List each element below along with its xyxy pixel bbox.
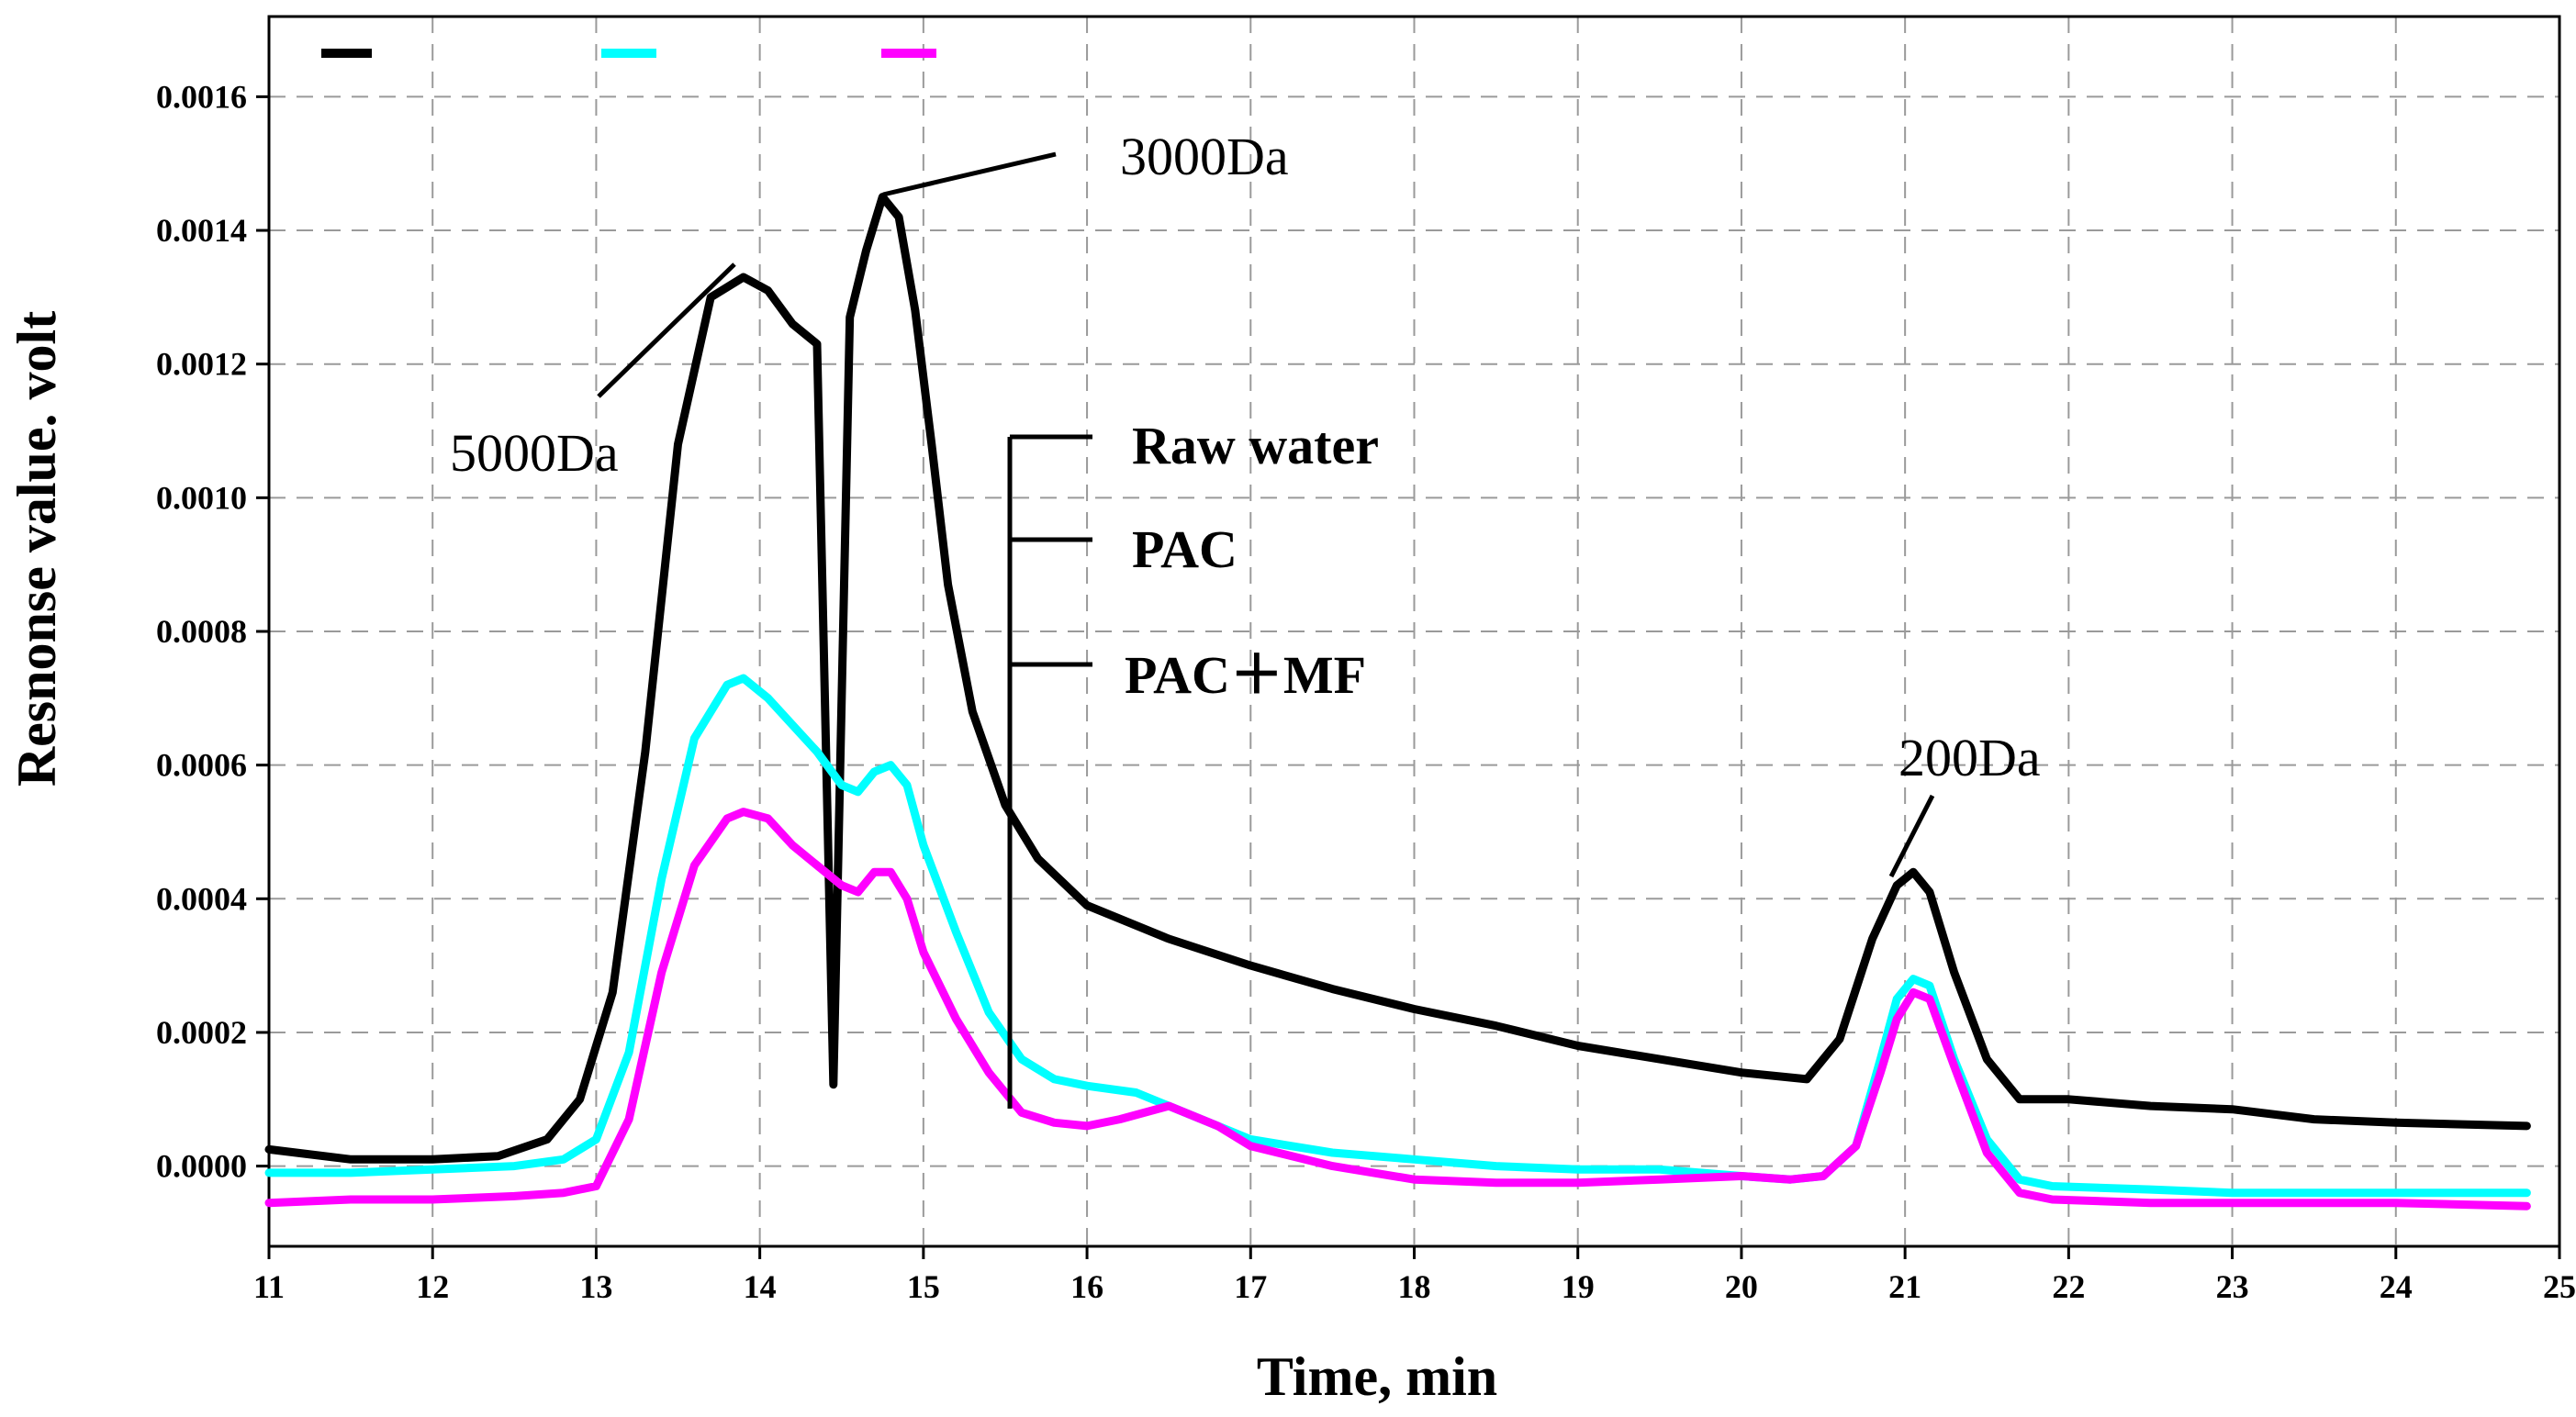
y-tick-label: 0.0002 [156,1014,247,1051]
annotation-200da: 200Da [1898,728,2041,787]
x-tick-label: 18 [1398,1268,1431,1305]
x-tick-label: 21 [1888,1268,1921,1305]
y-tick-labels: 0.0000 0.0002 0.0004 0.0006 0.0008 0.0010 0.00… [156,78,269,1185]
x-tick-label: 24 [2380,1268,2413,1305]
x-tick-label: 17 [1234,1268,1267,1305]
x-tick-label: 14 [744,1268,777,1305]
y-tick-label: 0.0004 [156,880,247,917]
y-axis-title: Resnonse value. volt [6,311,67,787]
x-tick-label: 25 [2543,1268,2576,1305]
grid-layer [269,17,2559,1246]
annotation-3000da: 3000Da [1120,127,1289,186]
annotation-leader-200da [1888,794,1935,878]
annotation-leader-3000da [882,151,1057,197]
y-tick-label: 0.0012 [156,346,247,383]
legend-label-raw-water: Raw water [1132,416,1379,475]
y-tick-label: 0.0006 [156,747,247,784]
x-tick-label: 22 [2052,1268,2085,1305]
y-tick-label: 0.0008 [156,613,247,650]
legend-label-pac: PAC [1132,519,1238,579]
y-tick-label: 0.0000 [156,1148,247,1185]
x-tick-label: 16 [1070,1268,1103,1305]
x-tick-label: 15 [907,1268,940,1305]
annotation-5000da: 5000Da [450,423,619,483]
y-tick-label: 0.0014 [156,212,247,249]
legend: Raw water PAC PAC＋MF [1007,416,1379,1109]
annotation-leader-5000da [597,262,736,398]
x-tick-labels: 11 12 13 14 15 16 17 18 19 20 21 22 23 24 25 [253,1246,2576,1305]
series-line-raw-water [264,193,2531,1164]
x-tick-label: 11 [253,1268,285,1305]
x-tick-label: 23 [2216,1268,2249,1305]
y-tick-label: 0.0010 [156,479,247,516]
x-tick-label: 13 [579,1268,612,1305]
x-axis-title: Time, min [1257,1346,1497,1407]
x-tick-label: 20 [1725,1268,1758,1305]
x-tick-label: 19 [1562,1268,1595,1305]
series-line-pac [264,674,2531,1198]
series-line-pac-mf [264,808,2531,1211]
annotations: 5000Da 3000Da 200Da [450,127,2041,878]
y-tick-label: 0.0016 [156,78,247,115]
series-layer [264,193,2531,1211]
x-tick-label: 12 [416,1268,449,1305]
legend-label-pac-mf: PAC＋MF [1125,645,1366,705]
